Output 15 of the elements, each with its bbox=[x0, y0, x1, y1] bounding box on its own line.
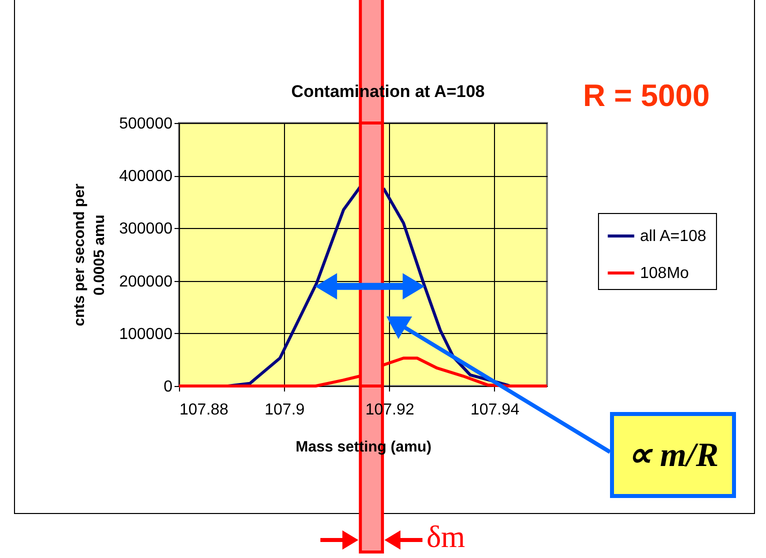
y-tick-label: 300000 bbox=[119, 220, 173, 238]
text: R = 5000 bbox=[583, 78, 710, 114]
y-tick-label: 100000 bbox=[119, 326, 173, 343]
x-tick-label: 107.9 bbox=[264, 402, 305, 418]
callout-box: ∝ m/R bbox=[610, 412, 736, 498]
legend-label: all A=108 bbox=[640, 228, 706, 245]
y-tick-label: 200000 bbox=[119, 273, 173, 290]
y-axis-title: cnts per second per 0.0005 amu bbox=[71, 184, 108, 326]
legend-label: 108Mo bbox=[640, 265, 690, 282]
y-tick-label: 500000 bbox=[119, 116, 173, 132]
y-tick-label: 0 bbox=[164, 378, 173, 396]
x-tick-label: 107.88 bbox=[180, 402, 229, 418]
legend-label: δm bbox=[426, 519, 466, 555]
x-tick-label: 107.94 bbox=[470, 402, 520, 418]
y-tick-label: 400000 bbox=[119, 168, 173, 186]
